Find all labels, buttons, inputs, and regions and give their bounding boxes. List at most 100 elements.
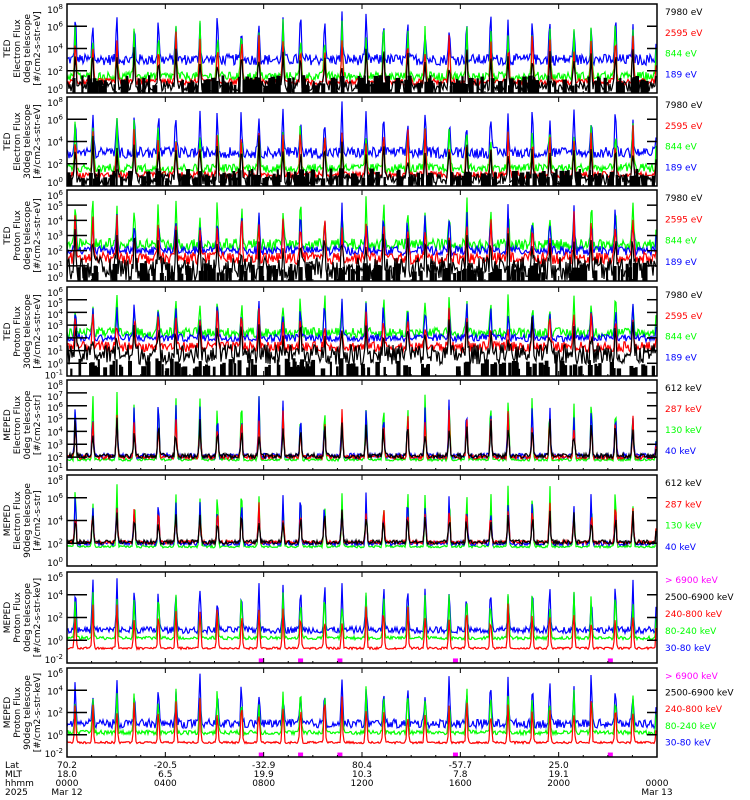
series-trace-1 [67,294,657,341]
y-tick-exponent: 8 [59,3,63,11]
y-tick-mantissa: 10 [47,495,59,505]
low-energy-bar [178,363,181,376]
high-energy-burst [607,752,613,757]
y-axis-label-line: [#/cm2-s-str-keV] [33,578,43,657]
y-tick-exponent: 2 [59,612,63,620]
y-tick-mantissa: 10 [47,300,59,310]
low-energy-bar [396,360,401,376]
low-energy-bar [192,368,196,376]
low-energy-bar [81,75,84,93]
low-energy-bar [569,365,573,376]
legend-entry: 2595 eV [665,215,703,225]
legend-entry: 189 eV [665,258,698,268]
legend-entry: 130 keV [665,426,702,436]
series-trace-2 [67,396,657,461]
y-tick-exponent: 4 [59,214,64,222]
data-layer [67,391,657,463]
low-energy-bar [338,268,343,281]
low-energy-bar [616,368,622,376]
low-energy-bar [636,81,639,93]
low-energy-bar [629,175,634,186]
y-tick-mantissa: 10 [47,428,59,438]
y-tick-mantissa: 10 [47,6,59,16]
legend-entry: 2500-6900 keV [665,593,734,603]
low-energy-bar [249,77,253,93]
low-energy-bar [385,269,391,281]
y-axis-label-line: [#/cm2-s-str] [33,395,43,455]
low-energy-bar [361,178,366,186]
x-tick-hhmm: 1600 [449,779,472,789]
low-energy-bar [266,265,272,281]
data-layer [67,101,657,186]
series-trace-2 [67,202,657,258]
panel-frame [66,571,658,664]
low-energy-bar [508,362,512,376]
low-energy-bar [308,265,313,281]
y-axis-label-line: Proton Flux [13,306,23,357]
legend-entry: 7980 eV [665,8,703,18]
y-tick-exponent: 0 [59,729,63,737]
y-tick-label: 100 [47,634,63,647]
y-axis-label-line: Proton Flux [13,687,23,738]
y-axis-label-line: TED [3,322,13,341]
low-energy-bar [336,176,339,186]
y-tick-label: 106 [47,20,63,33]
low-energy-bar [651,175,655,186]
low-energy-bar [238,76,241,93]
low-energy-bar [476,78,479,93]
low-energy-bar [78,358,82,376]
low-energy-bar [293,171,297,186]
y-axis-label-line: 0deg telescope [23,390,33,460]
low-energy-bar [630,78,634,93]
low-energy-bar [587,175,593,186]
data-layer [67,673,657,757]
low-energy-bar [292,77,295,93]
low-energy-bar [395,77,400,93]
low-energy-bar [208,264,212,281]
low-energy-bar [382,82,387,93]
low-energy-bar [128,170,132,186]
low-energy-bar [225,270,229,281]
y-tick-exponent: -2 [56,747,63,755]
low-energy-bar [246,367,250,376]
low-energy-bar [250,264,255,281]
low-energy-bar [497,81,503,93]
y-axis-label-line: Proton Flux [13,592,23,643]
low-energy-bar [629,365,634,376]
y-tick-exponent: 2 [59,65,63,73]
low-energy-bar [478,272,483,281]
low-energy-bar [481,271,484,281]
series-trace-1 [67,673,657,731]
x-tick-mlt: 19.9 [254,770,274,780]
low-energy-bar [139,263,144,281]
low-energy-bar [182,174,188,186]
y-axis-label-line: [#/cm2-s-str] [33,490,43,550]
low-energy-bar [174,361,179,376]
low-energy-bar [198,270,204,281]
legend-entry: > 6900 keV [665,672,719,682]
y-tick-label: 106 [47,571,63,584]
low-energy-bar [185,265,190,281]
low-energy-bar [281,269,284,281]
x-tick-lat: -32.9 [252,761,276,771]
low-energy-bar [194,367,199,376]
low-energy-bar [320,368,326,376]
low-energy-bar [67,172,71,186]
low-energy-bar [637,176,641,186]
low-energy-bar [450,172,454,186]
series-trace-1 [67,196,657,253]
low-energy-bar [365,266,370,281]
y-tick-exponent: 2 [59,245,63,253]
low-energy-bar [411,271,417,281]
y-tick-label: 100 [47,176,63,189]
low-energy-bar [268,364,271,376]
low-energy-bar [494,265,498,281]
low-energy-bar [571,85,575,93]
y-tick-mantissa: 10 [47,518,59,528]
low-energy-bar [245,76,250,93]
low-energy-bar [603,77,607,93]
low-energy-bar [94,367,100,376]
low-energy-bar [365,83,368,93]
